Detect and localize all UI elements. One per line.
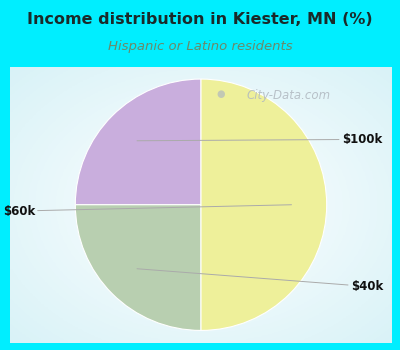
- Text: City-Data.com: City-Data.com: [247, 89, 331, 101]
- Wedge shape: [201, 79, 327, 330]
- Text: $100k: $100k: [137, 133, 382, 146]
- Text: Hispanic or Latino residents: Hispanic or Latino residents: [108, 40, 292, 53]
- Wedge shape: [75, 79, 201, 205]
- Text: Income distribution in Kiester, MN (%): Income distribution in Kiester, MN (%): [27, 12, 373, 27]
- Wedge shape: [75, 205, 201, 330]
- Text: $40k: $40k: [137, 269, 383, 293]
- Text: $60k: $60k: [3, 204, 292, 218]
- Text: ●: ●: [216, 89, 225, 99]
